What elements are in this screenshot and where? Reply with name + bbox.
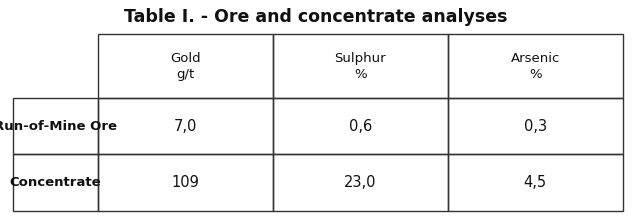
Bar	[447, 154, 623, 211]
Text: 109: 109	[171, 175, 199, 190]
Text: 0,3: 0,3	[523, 119, 547, 134]
Text: 4,5: 4,5	[523, 175, 547, 190]
Text: Concentrate: Concentrate	[9, 176, 101, 189]
Text: Gold
g/t: Gold g/t	[170, 51, 201, 81]
Text: 23,0: 23,0	[344, 175, 377, 190]
Text: Sulphur
%: Sulphur %	[334, 51, 386, 81]
Bar	[447, 98, 623, 154]
Bar	[98, 154, 273, 211]
Text: Arsenic
%: Arsenic %	[511, 51, 560, 81]
Bar	[98, 98, 273, 154]
Bar	[273, 34, 447, 98]
Bar	[273, 154, 447, 211]
Text: Table I. - Ore and concentrate analyses: Table I. - Ore and concentrate analyses	[125, 8, 507, 26]
Bar	[13, 98, 98, 154]
Text: Run-of-Mine Ore: Run-of-Mine Ore	[0, 120, 117, 133]
Bar	[273, 98, 447, 154]
Bar	[13, 154, 98, 211]
Text: 7,0: 7,0	[174, 119, 197, 134]
Text: 0,6: 0,6	[349, 119, 372, 134]
Bar	[447, 34, 623, 98]
Bar	[98, 34, 273, 98]
